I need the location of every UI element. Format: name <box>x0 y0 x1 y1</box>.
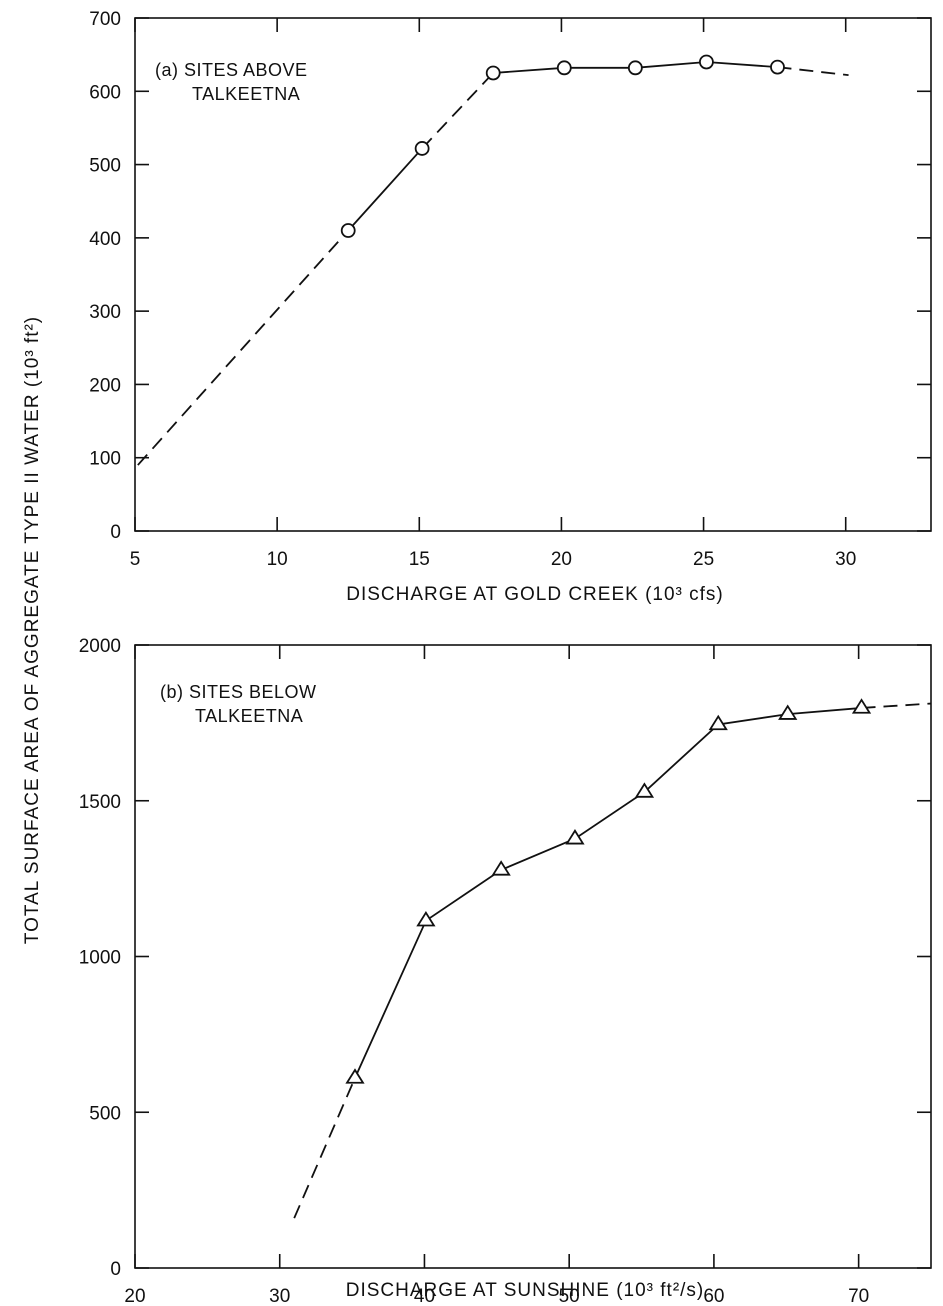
panel-a-annotation-line2: TALKEETNA <box>192 84 300 104</box>
panel-b-y-tick-label: 1500 <box>79 792 121 813</box>
panel-a-data-point <box>414 141 430 156</box>
panel-a-x-tick-label: 25 <box>693 549 714 570</box>
panel-b-data-point <box>851 698 872 714</box>
panel-b-x-tick-label: 50 <box>559 1286 580 1306</box>
panel-a-y-tick-label: 0 <box>110 522 121 543</box>
panel-b-x-tick-label: 40 <box>414 1286 435 1306</box>
panel-a-annotation-line1: (a) SITES ABOVE <box>155 60 308 80</box>
panel-a-data-point <box>556 60 572 76</box>
panel-a-data-point <box>340 223 356 238</box>
panel-b-y-tick-label: 0 <box>110 1259 121 1280</box>
panel-b-data-point <box>778 704 798 720</box>
panel-b-series-line <box>354 707 862 1079</box>
panel-a-series-line <box>347 147 423 232</box>
panel-a-y-tick-label: 500 <box>89 156 121 177</box>
panel-b-annotation-line2: TALKEETNA <box>195 706 303 726</box>
panel-a-extrapolated-low-line <box>137 229 349 466</box>
panel-b-extrapolated-low-line <box>293 1077 356 1219</box>
panel-a-data-point <box>770 59 785 75</box>
panel-a-y-tick-label: 700 <box>89 9 121 30</box>
panel-b-data-point <box>634 782 655 798</box>
panel-b-y-tick-label: 2000 <box>79 636 121 657</box>
panel-b-x-tick-label: 60 <box>703 1286 724 1306</box>
shared-y-axis-label: TOTAL SURFACE AREA OF AGGREGATE TYPE II … <box>22 316 43 944</box>
panel-a-x-tick-label: 10 <box>267 549 288 570</box>
panel-a-data-point <box>627 60 643 76</box>
panel-a-y-tick-label: 600 <box>89 82 121 103</box>
panel-b-frame <box>134 644 932 1269</box>
panel-b-data-point <box>416 910 436 927</box>
panel-b-extrapolated-high-line <box>861 702 932 709</box>
panel-b-x-tick-label: 20 <box>124 1286 145 1306</box>
panel-b-y-tick-label: 1000 <box>79 948 121 969</box>
panel-a-data-point <box>699 54 714 70</box>
panel-b-data-point <box>565 829 585 845</box>
panel-a-extrapolated-gap-line <box>421 72 494 150</box>
panel-a-y-tick-label: 200 <box>89 375 121 396</box>
panel-b-data-point <box>345 1068 365 1084</box>
panel-b-y-tick-label: 500 <box>89 1103 121 1124</box>
panel-b-tick-labels: 20 30 40 50 60 70 0 500 1000 1500 2000 <box>79 636 869 1306</box>
panel-b-series <box>293 698 932 1219</box>
panel-a-x-tick-label: 15 <box>409 549 430 570</box>
panel-b-x-tick-label: 70 <box>848 1286 869 1306</box>
panel-b: 20 30 40 50 60 70 0 500 1000 1500 2000 (b) SITES B… <box>79 636 932 1306</box>
panel-b-x-axis-label: DISCHARGE AT SUNSHINE (10³ ft²/s) <box>346 1280 705 1301</box>
panel-b-ticks <box>134 644 931 1269</box>
panel-a-ticks <box>134 17 931 532</box>
panel-a-x-tick-label: 20 <box>551 549 572 570</box>
panel-a-data-point <box>485 65 501 81</box>
panel-a-y-tick-label: 300 <box>89 302 121 323</box>
panel-a-extrapolated-high-line <box>777 66 849 77</box>
panel-b-annotation-line1: (b) SITES BELOW <box>160 682 317 702</box>
panel-a-y-tick-label: 100 <box>89 449 121 470</box>
panel-a-x-tick-label: 30 <box>835 549 856 570</box>
panel-a-y-tick-label: 400 <box>89 229 121 250</box>
panel-a-frame <box>134 17 932 532</box>
panel-b-x-tick-label: 30 <box>269 1286 290 1306</box>
panel-a-x-tick-label: 5 <box>130 549 141 570</box>
panel-b-data-point <box>491 860 511 876</box>
panel-a-series <box>137 54 849 466</box>
panel-b-data-point <box>708 714 728 731</box>
panel-a-x-axis-label: DISCHARGE AT GOLD CREEK (10³ cfs) <box>346 584 724 605</box>
